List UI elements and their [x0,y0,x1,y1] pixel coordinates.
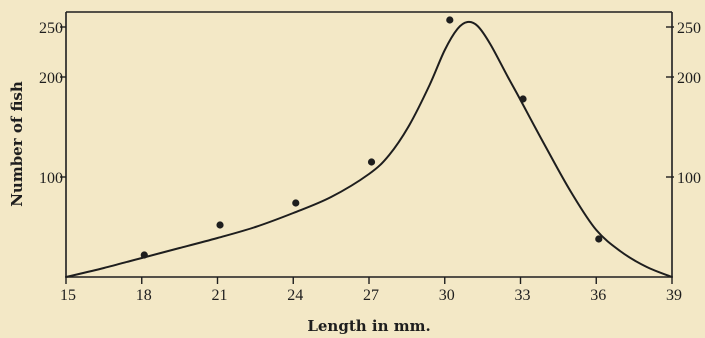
x-tick-label-33: 33 [515,287,531,304]
right-y-tick-label-100: 100 [677,170,701,187]
x-tick-label-21: 21 [212,287,228,304]
fitted-frequency-curve [65,20,673,278]
x-tick-label-18: 18 [136,287,152,304]
data-point-7 [595,235,603,243]
data-point-5 [446,16,454,24]
right-y-tick-label-200: 200 [677,70,701,87]
right-y-tick-label-250: 250 [677,20,701,37]
x-tick-label-15: 15 [60,287,76,304]
data-point-2 [216,221,224,229]
data-point-1 [140,251,148,259]
data-point-6 [519,95,527,103]
x-axis-title: Length in mm. [307,317,430,335]
left-y-axis-ticks: 100 200 250 [39,20,66,187]
right-y-axis-ticks: 100 200 250 [666,20,701,187]
y-axis-title: Number of fish [8,81,26,207]
x-tick-label-24: 24 [287,287,303,304]
data-point-4 [367,158,376,166]
x-tick-label-30: 30 [439,287,455,304]
left-y-tick-label-100: 100 [39,170,63,187]
x-tick-label-39: 39 [666,287,682,304]
fitted-curve-layer [65,20,673,278]
x-tick-label-27: 27 [363,287,379,304]
left-y-tick-label-200: 200 [39,70,63,87]
x-tick-label-36: 36 [590,287,606,304]
left-y-tick-label-250: 250 [39,20,63,37]
data-point-3 [292,199,300,207]
plot-frame [65,11,673,278]
x-axis-ticks: 15 18 21 24 27 30 33 36 39 [60,277,682,304]
data-points-layer [140,16,603,259]
